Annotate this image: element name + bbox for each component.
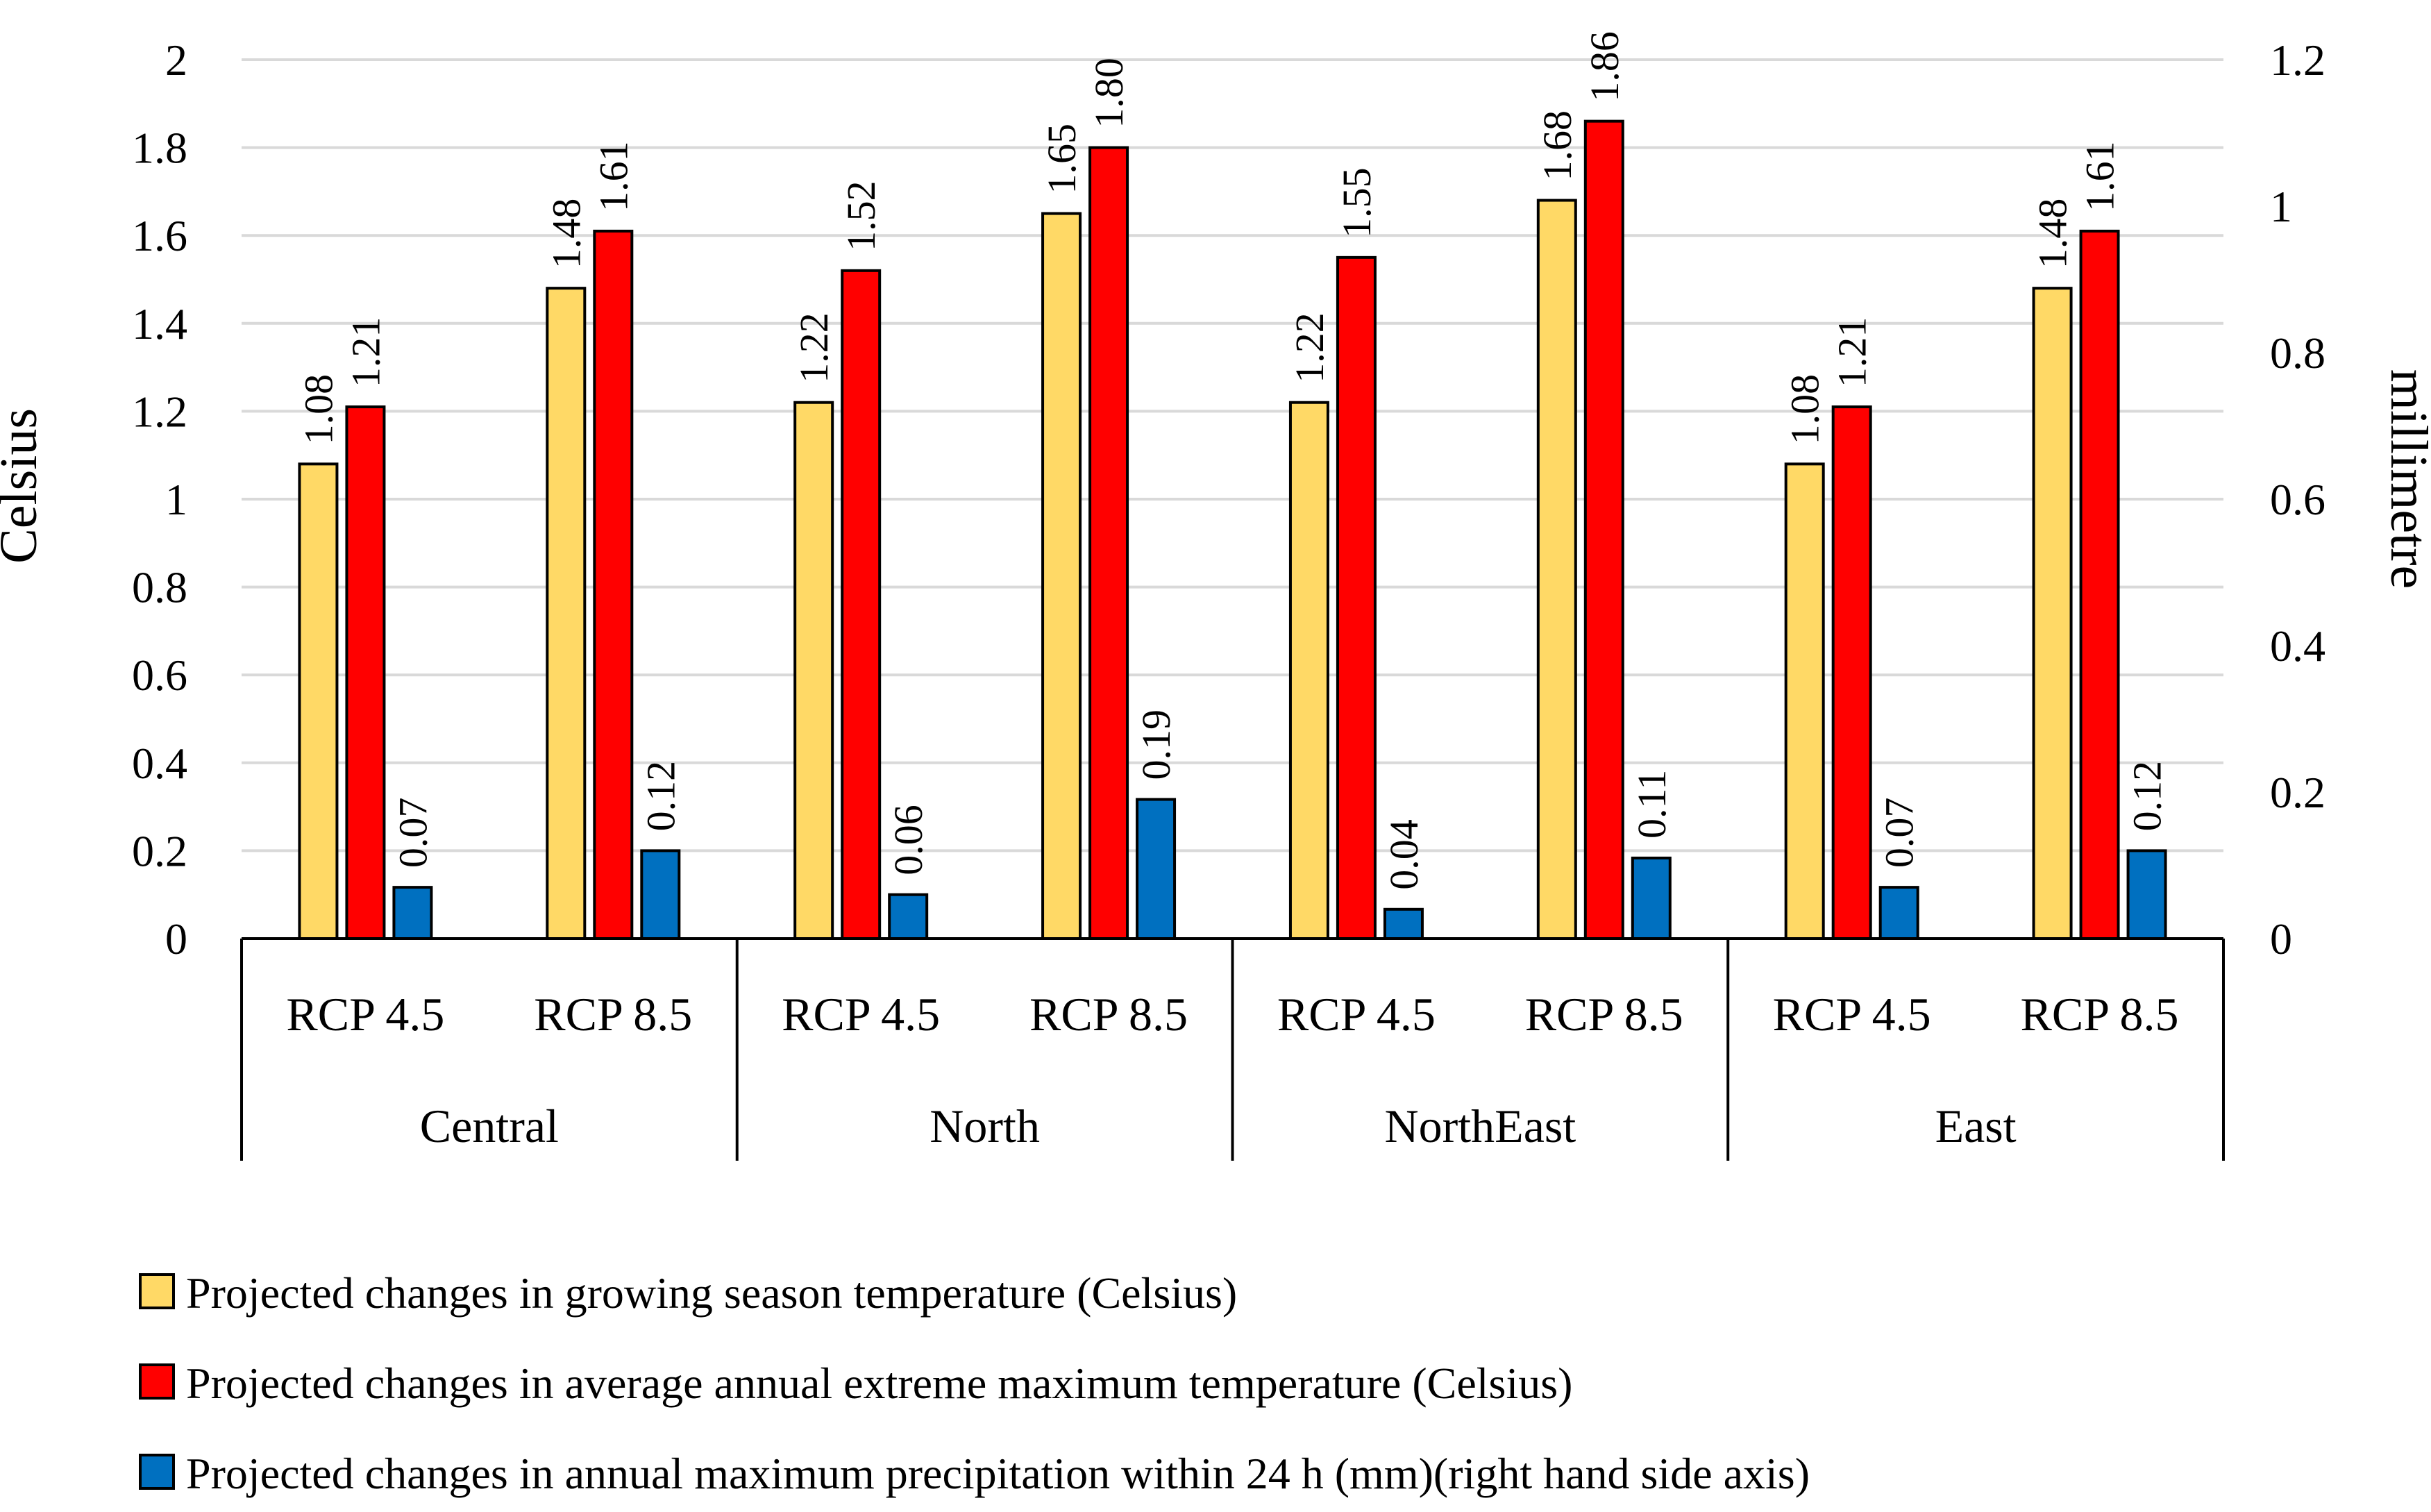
data-label: 0.07 — [1877, 798, 1922, 868]
max-precipitation-bar — [1383, 907, 1424, 941]
left-tick-label: 0.2 — [132, 826, 187, 875]
data-label: 1.08 — [296, 374, 341, 445]
axis-titles: Celsius millimetre — [0, 369, 2431, 589]
legend-swatch — [139, 1273, 175, 1309]
extreme-max-temp-bar — [841, 269, 882, 940]
left-axis-ticks: 0 0.2 0.4 0.6 0.8 1 1.2 1.4 1.6 1.8 2 — [132, 35, 187, 964]
legend-swatch — [139, 1454, 175, 1490]
left-tick-label: 1.4 — [132, 299, 187, 348]
right-tick-label: 0.8 — [2270, 328, 2325, 378]
data-label: 1.52 — [839, 180, 884, 251]
extreme-max-temp-bar — [1088, 146, 1129, 941]
group-label: North — [930, 1100, 1040, 1152]
growing-season-temp-bar — [546, 287, 587, 941]
data-labels: 1.081.210.071.481.610.121.221.520.061.65… — [296, 31, 2169, 890]
extreme-max-temp-bar — [345, 405, 386, 940]
x-axis: RCP 4.5 RCP 8.5 Central RCP 4.5 RCP 8.5 North… — [240, 937, 2225, 1161]
extreme-max-temp-bar — [1336, 255, 1377, 941]
data-label: 0.12 — [2125, 761, 2170, 832]
category-label: RCP 4.5 — [1277, 988, 1436, 1041]
left-tick-label: 2 — [165, 35, 187, 85]
data-label: 1.80 — [1086, 58, 1132, 128]
data-label: 0.04 — [1381, 819, 1427, 890]
max-precipitation-bar — [1631, 856, 1672, 940]
data-label: 0.12 — [638, 761, 683, 832]
max-precipitation-bar — [1136, 798, 1177, 941]
left-tick-label: 1.8 — [132, 124, 187, 173]
left-tick-label: 0.4 — [132, 739, 187, 788]
data-label: 1.21 — [343, 317, 388, 388]
data-label: 1.22 — [791, 312, 836, 383]
max-precipitation-bar — [640, 849, 681, 941]
bars — [298, 119, 2167, 941]
right-tick-label: 0.4 — [2270, 621, 2325, 671]
left-axis-title: Celsius — [0, 408, 48, 564]
data-label: 1.65 — [1039, 124, 1084, 194]
legend-swatch — [139, 1363, 175, 1400]
left-tick-label: 1.2 — [132, 387, 187, 436]
extreme-max-temp-bar — [593, 229, 634, 940]
growing-season-temp-bar — [1784, 462, 1825, 940]
category-label: RCP 4.5 — [782, 988, 940, 1041]
category-label: RCP 8.5 — [1525, 988, 1683, 1041]
gridlines — [242, 58, 2223, 852]
group-label: NorthEast — [1385, 1100, 1576, 1152]
legend-label: Projected changes in average annual extr… — [186, 1359, 1572, 1408]
data-label: 1.86 — [1582, 31, 1627, 102]
growing-season-temp-bar — [2032, 287, 2073, 941]
left-tick-label: 1.6 — [132, 211, 187, 260]
growing-season-temp-bar — [1288, 401, 1329, 940]
category-label: RCP 8.5 — [534, 988, 692, 1041]
data-label: 1.61 — [2078, 141, 2123, 212]
left-tick-label: 0.6 — [132, 650, 187, 700]
max-precipitation-bar — [1878, 886, 1919, 941]
category-label: RCP 4.5 — [1773, 988, 1931, 1041]
extreme-max-temp-bar — [1831, 405, 1872, 940]
data-label: 1.61 — [591, 141, 636, 212]
data-label: 1.08 — [1783, 374, 1828, 445]
data-label: 0.06 — [886, 805, 931, 875]
data-label: 0.19 — [1134, 709, 1179, 780]
group-label: East — [1935, 1100, 2017, 1152]
growing-season-temp-bar — [793, 401, 834, 940]
data-label: 0.07 — [390, 798, 435, 868]
right-axis-ticks: 0 0.2 0.4 0.6 0.8 1 1.2 — [2270, 35, 2325, 964]
data-label: 1.55 — [1334, 167, 1379, 238]
growing-season-temp-bar — [1536, 199, 1577, 940]
right-tick-label: 0.6 — [2270, 475, 2325, 524]
left-tick-label: 0 — [165, 914, 187, 964]
category-label: RCP 4.5 — [286, 988, 444, 1041]
right-tick-label: 0 — [2270, 914, 2292, 964]
right-tick-label: 1 — [2270, 182, 2292, 231]
legend-label: Projected changes in annual maximum prec… — [186, 1449, 1810, 1498]
max-precipitation-bar — [2126, 849, 2167, 941]
data-label: 1.48 — [544, 199, 589, 269]
group-label: Central — [420, 1100, 559, 1152]
right-tick-label: 0.2 — [2270, 768, 2325, 817]
extreme-max-temp-bar — [2079, 229, 2120, 940]
max-precipitation-bar — [888, 893, 929, 940]
data-label: 1.21 — [1830, 317, 1875, 388]
data-label: 1.48 — [2030, 199, 2076, 269]
growing-season-temp-bar — [298, 462, 339, 940]
extreme-max-temp-bar — [1583, 119, 1624, 940]
right-axis-title: millimetre — [2380, 369, 2431, 589]
data-label: 1.22 — [1287, 312, 1332, 383]
left-tick-label: 1 — [165, 475, 187, 524]
growing-season-temp-bar — [1041, 212, 1082, 940]
category-label: RCP 8.5 — [1029, 988, 1188, 1041]
data-label: 1.68 — [1535, 110, 1580, 181]
legend-label: Projected changes in growing season temp… — [186, 1268, 1237, 1318]
right-tick-label: 1.2 — [2270, 35, 2325, 85]
legend: Projected changes in growing season temp… — [139, 1268, 1810, 1498]
max-precipitation-bar — [392, 886, 433, 941]
category-label: RCP 8.5 — [2021, 988, 2179, 1041]
left-tick-label: 0.8 — [132, 563, 187, 612]
data-label: 0.11 — [1629, 770, 1674, 839]
